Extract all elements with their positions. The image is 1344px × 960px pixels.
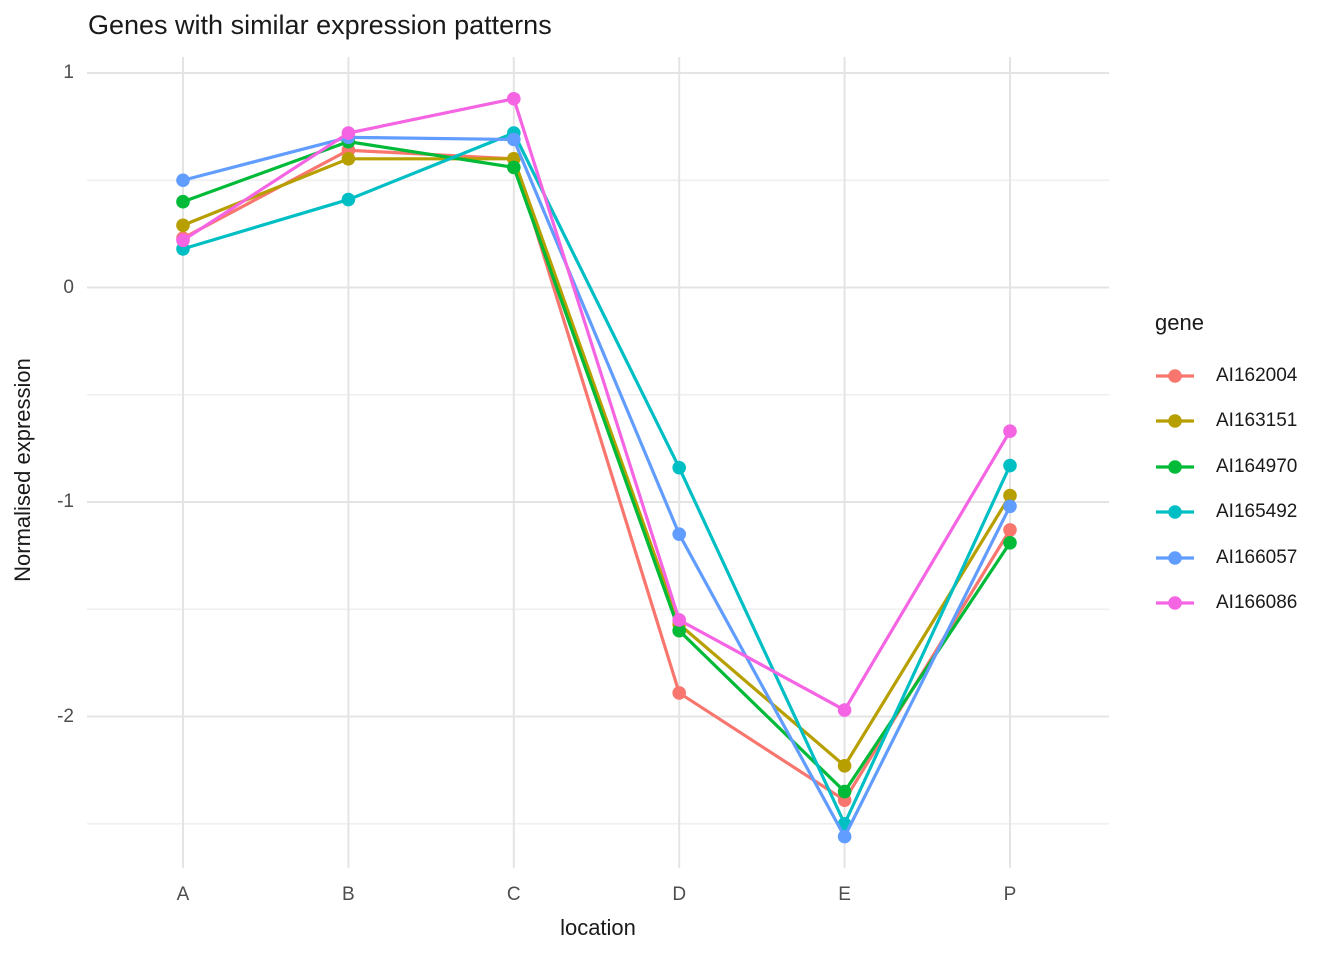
data-point-AI163151-E xyxy=(837,759,852,773)
data-point-AI164970-P xyxy=(1003,535,1017,550)
data-point-AI165492-B xyxy=(341,192,356,207)
x-tick-label-B: B xyxy=(342,884,355,905)
legend-key-icon xyxy=(1156,505,1194,520)
legend-entry-AI166057: AI166057 xyxy=(1155,535,1297,581)
x-tick-label-D: D xyxy=(672,884,687,905)
legend-entries: AI162004 AI163151 AI164970 AI165492 AI166057… xyxy=(1155,353,1297,626)
data-point-AI166057-E xyxy=(837,829,852,844)
y-tick-label-0: 0 xyxy=(63,276,74,298)
y-tick-label--2: -2 xyxy=(57,705,74,727)
legend-entry-label: AI163151 xyxy=(1216,410,1298,432)
legend-key-icon xyxy=(1156,459,1194,474)
data-point-AI166057-A xyxy=(176,173,190,188)
plot-area xyxy=(87,57,1109,868)
data-point-AI164970-A xyxy=(176,194,190,209)
data-point-AI163151-B xyxy=(341,152,356,166)
legend-entry-AI166086: AI166086 xyxy=(1155,581,1297,627)
x-tick-label-C: C xyxy=(506,884,521,905)
y-tick-label-1: 1 xyxy=(63,62,74,83)
series-line-AI163151 xyxy=(182,157,1012,769)
x-axis-title: location xyxy=(560,915,636,940)
legend-entry-AI164970: AI164970 xyxy=(1155,444,1297,490)
legend-title: gene xyxy=(1155,310,1204,335)
chart-title: Genes with similar expression patterns xyxy=(88,10,552,40)
legend-entry-AI163151: AI163151 xyxy=(1155,399,1297,445)
data-point-AI165492-D xyxy=(672,460,686,475)
legend: gene AI162004 AI163151 AI164970 AI165492 AI1… xyxy=(1155,310,1297,626)
data-point-AI162004-P xyxy=(1003,523,1017,537)
legend-entry-label: AI166086 xyxy=(1216,592,1298,614)
y-axis-title: Normalised expression xyxy=(10,358,35,582)
series-line-AI166086 xyxy=(182,96,1012,713)
data-point-AI166057-C xyxy=(507,132,521,147)
data-point-AI164970-D xyxy=(672,623,686,638)
legend-entry-label: AI164970 xyxy=(1216,455,1298,477)
y-tick-label--1: -1 xyxy=(57,491,74,512)
legend-entry-label: AI162004 xyxy=(1216,364,1298,386)
data-point-AI166086-E xyxy=(837,703,852,717)
data-point-AI165492-P xyxy=(1003,458,1017,473)
series-line-AI165492 xyxy=(182,131,1012,828)
data-point-AI166057-D xyxy=(672,527,686,541)
legend-entry-label: AI165492 xyxy=(1216,501,1298,523)
data-point-AI162004-D xyxy=(672,686,686,700)
legend-entry-AI162004: AI162004 xyxy=(1155,353,1297,399)
data-point-AI166086-P xyxy=(1003,424,1017,439)
data-point-AI163151-A xyxy=(176,218,190,233)
series-line-AI164970 xyxy=(182,139,1012,795)
legend-entry-label: AI166057 xyxy=(1216,546,1298,568)
x-tick-label-A: A xyxy=(176,884,190,905)
series-line-AI162004 xyxy=(182,148,1012,803)
legend-key-icon xyxy=(1156,414,1194,429)
legend-key-icon xyxy=(1156,550,1194,565)
data-point-AI166057-P xyxy=(1003,499,1017,514)
data-point-AI166086-B xyxy=(341,126,356,140)
data-point-AI164970-E xyxy=(837,784,852,799)
legend-key-icon xyxy=(1156,368,1194,383)
data-point-AI166086-C xyxy=(507,91,521,106)
data-point-AI164970-C xyxy=(507,160,521,175)
data-point-AI166086-D xyxy=(672,613,686,627)
x-tick-label-P: P xyxy=(1003,884,1017,905)
x-tick-label-E: E xyxy=(838,884,851,905)
series-line-AI166057 xyxy=(182,135,1012,841)
data-point-AI166086-A xyxy=(176,233,190,248)
data-point-AI163151-P xyxy=(1003,488,1017,503)
legend-key-icon xyxy=(1156,596,1194,611)
legend-entry-AI165492: AI165492 xyxy=(1155,490,1297,536)
